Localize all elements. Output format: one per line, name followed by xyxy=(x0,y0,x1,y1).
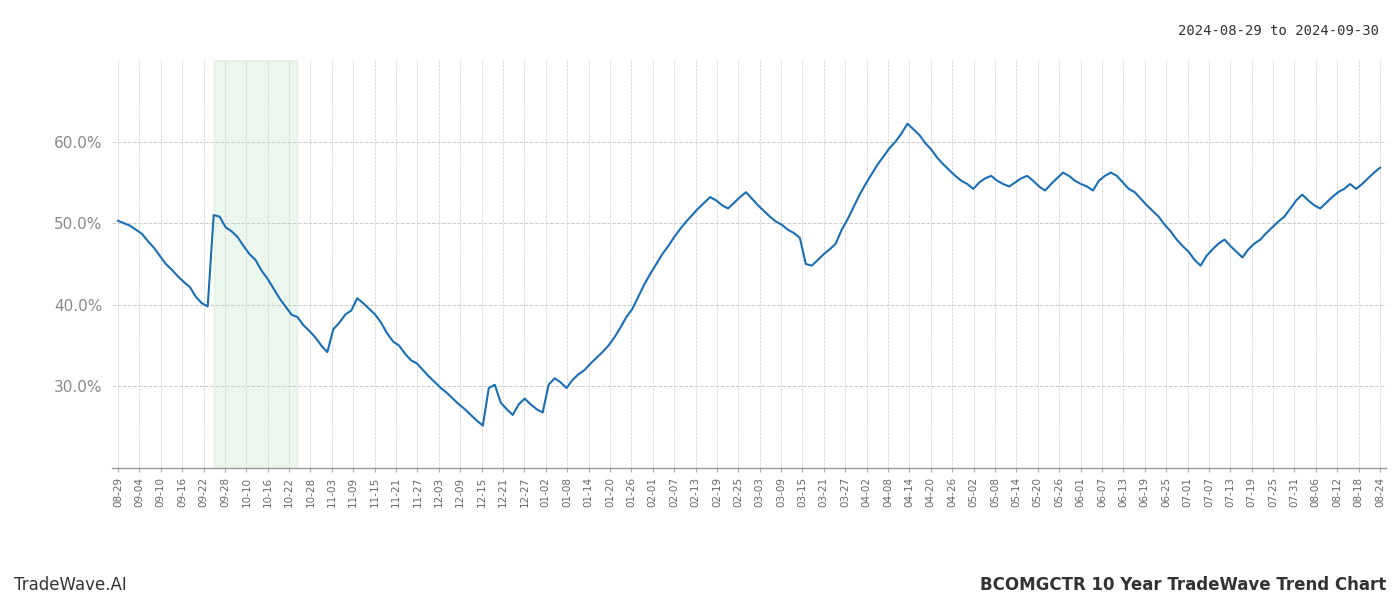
Text: TradeWave.AI: TradeWave.AI xyxy=(14,576,127,594)
Text: 2024-08-29 to 2024-09-30: 2024-08-29 to 2024-09-30 xyxy=(1177,24,1379,38)
Text: BCOMGCTR 10 Year TradeWave Trend Chart: BCOMGCTR 10 Year TradeWave Trend Chart xyxy=(980,576,1386,594)
Bar xyxy=(214,60,297,468)
